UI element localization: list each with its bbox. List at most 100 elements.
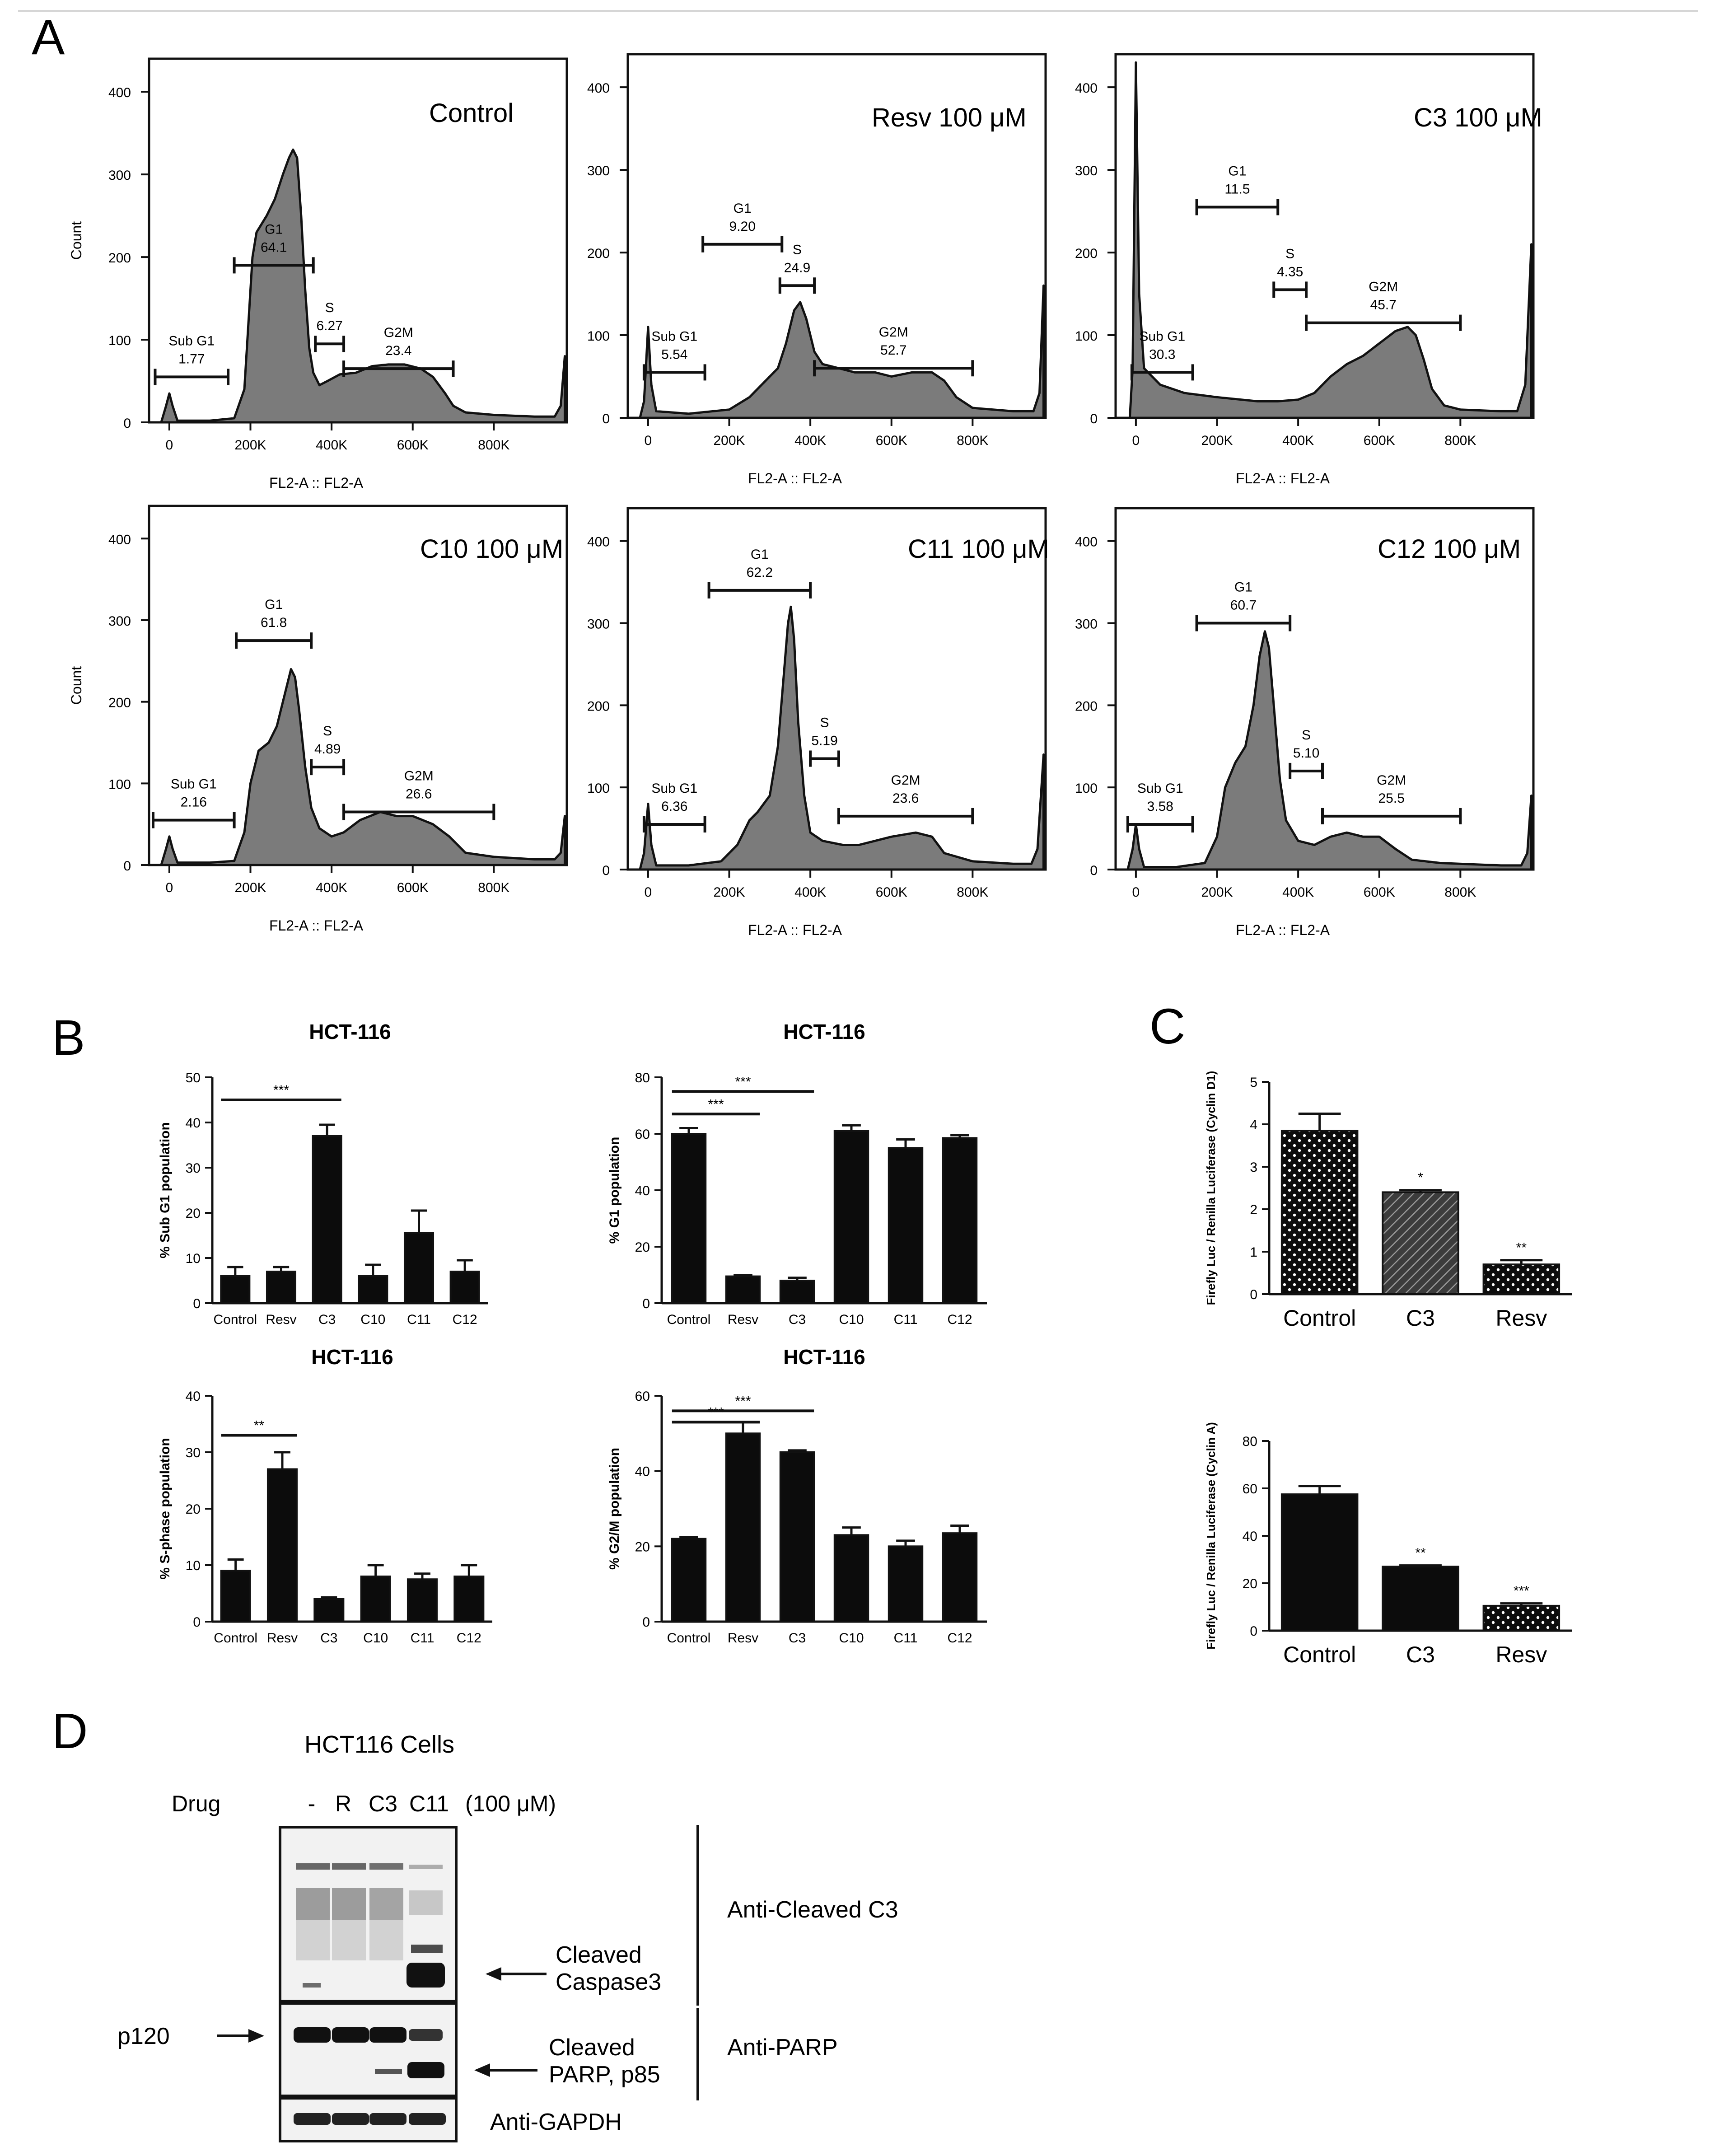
gate-name: G1	[1228, 164, 1246, 178]
bar-chart-g2m: 0 20 40 60 Control Resv C3 C10 C11 C12 *** *** HCT-1…	[607, 1345, 987, 1646]
category-label: C3	[320, 1631, 337, 1646]
gate-value: 5.54	[661, 347, 687, 362]
x-tick-label: 0	[645, 885, 652, 900]
category-label: C11	[894, 1631, 918, 1646]
plot-frame	[1114, 507, 1535, 871]
gate-value: 4.35	[1277, 264, 1303, 279]
category-label: Control	[667, 1631, 711, 1646]
bar	[1280, 1493, 1359, 1632]
y-tick-label: 3	[1250, 1160, 1257, 1175]
gate-value: 64.1	[261, 240, 287, 255]
y-axis-label: Count	[68, 666, 84, 705]
y-tick-label: 400	[1075, 535, 1098, 550]
category-label: Resv	[267, 1631, 298, 1646]
y-tick-label: 20	[186, 1502, 201, 1517]
lane-label: C3	[369, 1791, 397, 1816]
significance-label: ***	[708, 1097, 724, 1112]
y-axis-label: Firefly Luc / Renilla Luciferase (Cyclin…	[1204, 1071, 1218, 1305]
y-tick-label: 60	[635, 1127, 650, 1142]
histogram-title: Resv 100 μM	[872, 103, 1027, 132]
x-tick-label: 600K	[1364, 885, 1395, 900]
histogram-area	[639, 605, 1045, 871]
bar	[406, 1578, 438, 1623]
y-tick-label: 60	[1243, 1482, 1257, 1497]
bar	[403, 1232, 435, 1304]
bar	[313, 1598, 345, 1623]
y-tick-label: 100	[108, 777, 131, 792]
bar	[779, 1451, 815, 1623]
panel-letter-b: B	[52, 1010, 85, 1066]
category-label: Control	[1283, 1305, 1356, 1331]
y-tick-label: 400	[1075, 81, 1098, 96]
bar	[725, 1275, 761, 1304]
gate-value: 2.16	[181, 795, 207, 810]
x-tick-label: 200K	[234, 438, 266, 453]
gate-name: G2M	[1377, 773, 1406, 788]
y-tick-label: 30	[186, 1445, 201, 1460]
x-tick-label: 400K	[794, 433, 826, 448]
y-tick-label: 100	[108, 333, 131, 348]
y-tick-label: 0	[1250, 1624, 1257, 1639]
category-label: C12	[947, 1312, 972, 1327]
gate-value: 1.77	[178, 351, 205, 366]
y-tick-label: 80	[635, 1071, 650, 1085]
lane-label: R	[335, 1791, 351, 1816]
category-label: C10	[839, 1631, 864, 1646]
blot-cleaved-c3	[279, 1826, 458, 2002]
chart-title: HCT-116	[783, 1020, 865, 1043]
bar	[942, 1532, 978, 1623]
gate-name: G2M	[384, 325, 413, 340]
y-tick-label: 400	[587, 535, 610, 550]
gate-name: S	[1302, 728, 1311, 743]
x-tick-label: 400K	[1282, 885, 1314, 900]
gate-name: S	[325, 300, 334, 315]
x-axis-label: FL2-A :: FL2-A	[269, 917, 364, 934]
bar	[1382, 1191, 1459, 1295]
significance-label: **	[1415, 1546, 1426, 1561]
x-tick-label: 600K	[397, 438, 429, 453]
gate-name: G2M	[879, 325, 908, 340]
x-tick-label: 800K	[478, 438, 509, 453]
y-tick-label: 200	[1075, 699, 1098, 714]
category-label: Resv	[728, 1631, 758, 1646]
chart-title: HCT-116	[309, 1020, 391, 1043]
y-tick-label: 200	[587, 246, 610, 261]
gate-name: G1	[265, 222, 283, 237]
gate-name: Sub G1	[1139, 329, 1185, 344]
category-label: Control	[667, 1312, 711, 1327]
panel-letter-a: A	[32, 9, 65, 65]
concentration-label: (100 μM)	[465, 1791, 556, 1816]
x-tick-label: 0	[1132, 433, 1140, 448]
bar-chart-subg1: 0 10 20 30 40 50 Control Resv C3 C10 C11 C12 *** HCT-…	[158, 1020, 488, 1327]
gate-name: G1	[1234, 580, 1252, 595]
bar	[833, 1130, 869, 1304]
significance-label: **	[1516, 1240, 1527, 1255]
x-axis-label: FL2-A :: FL2-A	[1236, 470, 1330, 486]
y-tick-label: 0	[1250, 1287, 1257, 1302]
significance-label: *	[1418, 1170, 1423, 1185]
gate-value: 5.10	[1293, 746, 1319, 761]
significance-label: ***	[1514, 1584, 1529, 1599]
bar	[360, 1576, 391, 1623]
x-tick-label: 800K	[478, 880, 509, 895]
y-tick-label: 20	[1243, 1576, 1257, 1591]
y-tick-label: 60	[635, 1389, 650, 1404]
gate-value: 26.6	[406, 787, 432, 802]
y-tick-label: 200	[1075, 246, 1098, 261]
histogram-area	[639, 284, 1045, 419]
y-tick-label: 300	[1075, 617, 1098, 632]
significance-label: ***	[735, 1394, 751, 1408]
category-label: C10	[839, 1312, 864, 1327]
y-tick-label: 100	[587, 329, 610, 344]
cleaved-parp-label-line1: Cleaved	[549, 2034, 635, 2061]
y-tick-label: 300	[108, 168, 131, 183]
x-tick-label: 200K	[1201, 433, 1233, 448]
gate-value: 6.27	[316, 318, 342, 333]
bar	[312, 1135, 342, 1304]
category-label: C3	[1406, 1305, 1435, 1331]
